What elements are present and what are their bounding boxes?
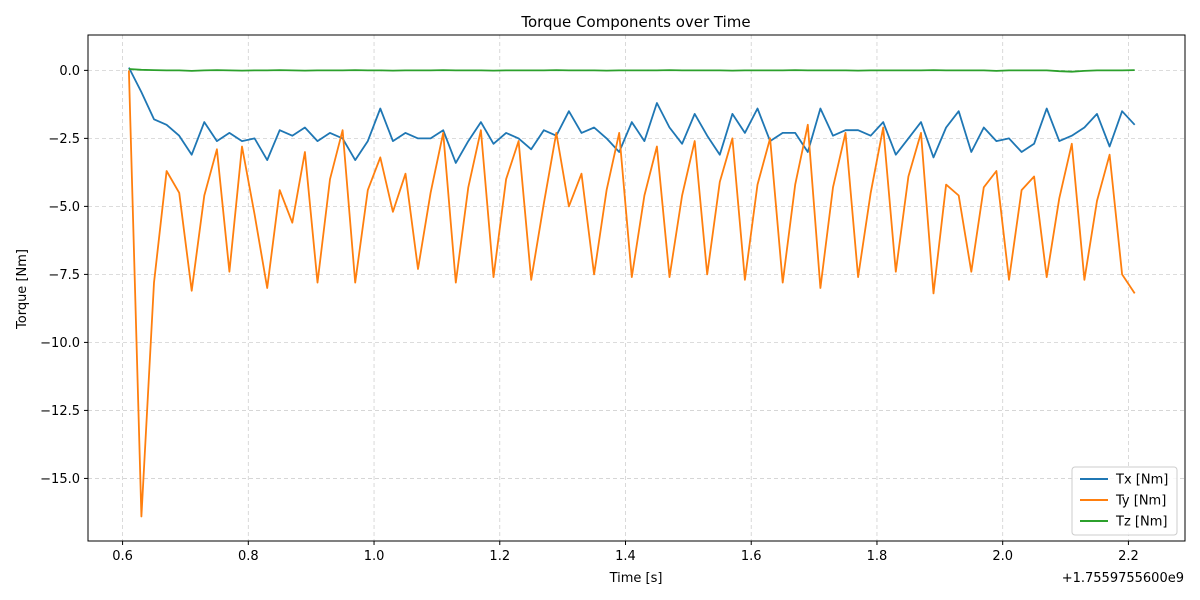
chart-title: Torque Components over Time (520, 13, 750, 31)
y-tick-label: −7.5 (48, 268, 80, 283)
series-layer (128, 67, 1136, 518)
y-tick-label: −15.0 (40, 472, 80, 487)
y-tick-label: 0.0 (59, 64, 80, 79)
x-tick-label: 1.6 (741, 549, 762, 564)
series-line-tz (128, 68, 1135, 73)
legend: Tx [Nm] Ty [Nm] Tz [Nm] (1071, 466, 1178, 536)
x-tick-label: 1.4 (615, 549, 636, 564)
plot-frame (87, 34, 1186, 542)
x-tick-label: 1.2 (489, 549, 510, 564)
series-line-ty (128, 70, 1136, 518)
x-axis-label: Time [s] (609, 571, 663, 586)
legend-label: Ty [Nm] (1115, 494, 1166, 509)
x-tick-label: 0.6 (112, 549, 133, 564)
grid-layer (88, 35, 1185, 541)
series-line-tx (128, 67, 1136, 164)
x-tick-label: 1.0 (364, 549, 385, 564)
legend-label: Tx [Nm] (1115, 473, 1168, 488)
x-tick-label: 1.8 (867, 549, 888, 564)
tick-layer: 0.6 0.8 1.0 1.2 1.4 1.6 1.8 2.0 2.2 0.0 −2.5 −5.0 −7… (40, 64, 1139, 564)
x-offset-label: +1.7559755600e9 (1062, 571, 1184, 586)
y-axis-label: Torque [Nm] (15, 249, 30, 330)
legend-label: Tz [Nm] (1115, 515, 1167, 530)
y-tick-label: −5.0 (48, 200, 80, 215)
x-tick-label: 2.0 (992, 549, 1013, 564)
y-tick-label: −10.0 (40, 336, 80, 351)
legend-box (1071, 466, 1178, 536)
x-tick-label: 2.2 (1118, 549, 1139, 564)
x-tick-label: 0.8 (238, 549, 259, 564)
y-tick-label: −2.5 (48, 132, 80, 147)
y-tick-label: −12.5 (40, 404, 80, 419)
